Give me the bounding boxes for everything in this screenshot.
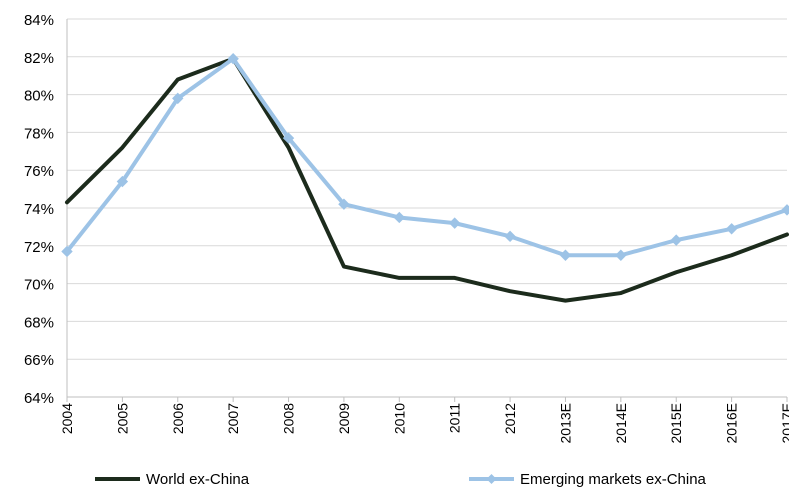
data-point-marker xyxy=(504,230,516,243)
legend: World ex-China Emerging markets ex-China xyxy=(95,471,707,488)
data-point-marker xyxy=(781,204,789,216)
y-tick-label: 76% xyxy=(24,163,54,180)
axes xyxy=(66,19,788,402)
y-tick-labels: 64% 66% 68% 70% 72% 74% 76% 78% 80% 82% 84% xyxy=(24,12,54,407)
x-tick-label: 2006 xyxy=(170,403,186,434)
data-point-marker xyxy=(393,211,406,224)
data-point-marker xyxy=(559,249,572,261)
x-tick-label: 2015E xyxy=(668,403,684,443)
x-tick-label: 2016E xyxy=(724,403,740,443)
data-point-marker xyxy=(615,249,627,261)
y-tick-label: 66% xyxy=(24,352,54,369)
data-point-marker xyxy=(670,234,682,246)
x-tick-labels: 2004 2005 2006 2007 2008 2009 2010 2011 2012 2013… xyxy=(59,403,789,444)
x-tick-label: 2017E xyxy=(779,403,789,443)
y-tick-label: 74% xyxy=(24,201,54,218)
legend-label: World ex-China xyxy=(146,471,250,488)
series-line-1 xyxy=(65,56,789,258)
series-line-0 xyxy=(65,56,789,303)
data-point-marker xyxy=(338,198,350,210)
data-point-marker xyxy=(172,92,184,105)
data-point-marker xyxy=(61,245,73,258)
data-point-marker xyxy=(116,175,129,188)
y-tick-label: 82% xyxy=(24,50,54,67)
y-tick-label: 64% xyxy=(24,390,54,407)
x-tick-label: 2014E xyxy=(613,403,629,443)
x-tick-label: 2005 xyxy=(114,403,130,434)
y-tick-label: 68% xyxy=(24,314,54,331)
y-tick-label: 72% xyxy=(24,239,54,256)
x-tick-label: 2012 xyxy=(502,403,518,434)
x-tick-label: 2008 xyxy=(281,403,297,434)
gridlines xyxy=(67,18,787,398)
x-tick-label: 2011 xyxy=(447,403,463,433)
legend-item: World ex-China xyxy=(95,471,250,488)
x-tick-label: 2013E xyxy=(557,403,573,443)
data-point-marker xyxy=(448,217,461,229)
y-tick-label: 78% xyxy=(24,125,54,142)
x-tick-label: 2010 xyxy=(391,403,407,434)
data-point-marker xyxy=(282,132,295,144)
y-tick-label: 70% xyxy=(24,277,54,294)
x-tick-label: 2004 xyxy=(59,403,75,434)
series xyxy=(61,52,789,303)
data-point-marker xyxy=(227,52,239,65)
legend-item: Emerging markets ex-China xyxy=(469,471,707,488)
data-point-marker xyxy=(725,223,738,235)
y-tick-label: 84% xyxy=(24,12,54,29)
x-tick-label: 2007 xyxy=(225,403,241,434)
legend-marker xyxy=(486,474,497,484)
x-tick-label: 2009 xyxy=(336,403,352,434)
y-tick-label: 80% xyxy=(24,88,54,105)
legend-label: Emerging markets ex-China xyxy=(520,471,707,488)
